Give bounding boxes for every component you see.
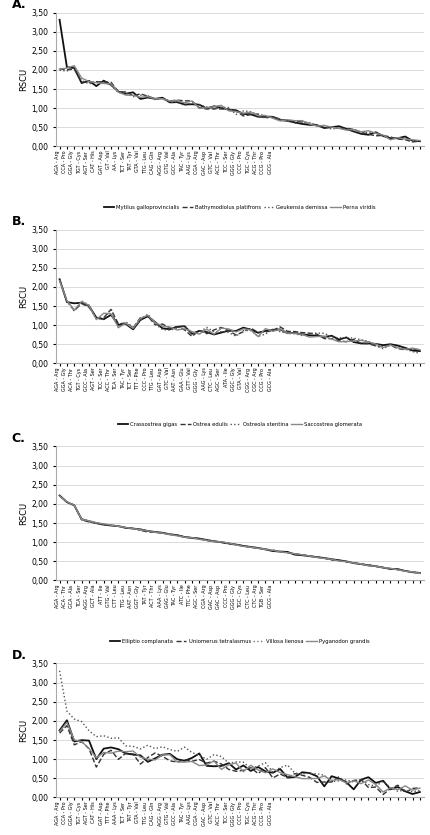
Legend: Mytilus galloprovincialis, Bathymodiolus platifrons, Geukensia demissa, Perna vi: Mytilus galloprovincialis, Bathymodiolus… <box>101 203 378 212</box>
Text: C.: C. <box>12 433 26 445</box>
Text: D.: D. <box>12 649 27 662</box>
Text: B.: B. <box>12 215 26 228</box>
Y-axis label: RSCU: RSCU <box>19 68 28 91</box>
Text: A.: A. <box>12 0 26 11</box>
Y-axis label: RSCU: RSCU <box>19 719 28 742</box>
Legend: Crassostrea gigas, Ostrea edulis, Ostreola stentina, Saccostrea glomerata: Crassostrea gigas, Ostrea edulis, Ostreo… <box>116 420 364 429</box>
Legend: Elliptio complanata, Uniomerus tetralasmus, Villosa lienosa, Pyganodon grandis: Elliptio complanata, Uniomerus tetralasm… <box>108 636 372 646</box>
Y-axis label: RSCU: RSCU <box>19 285 28 308</box>
Y-axis label: RSCU: RSCU <box>19 502 28 525</box>
